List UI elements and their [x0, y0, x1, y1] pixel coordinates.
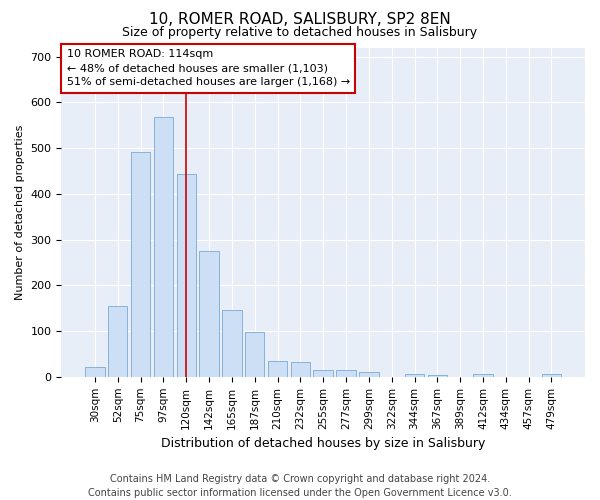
Bar — [268, 361, 287, 377]
Bar — [542, 374, 561, 377]
Bar — [199, 251, 219, 377]
Bar — [245, 332, 265, 377]
Text: 10 ROMER ROAD: 114sqm
← 48% of detached houses are smaller (1,103)
51% of semi-d: 10 ROMER ROAD: 114sqm ← 48% of detached … — [67, 49, 350, 87]
Bar — [108, 306, 127, 377]
Bar — [85, 367, 104, 377]
Text: Contains HM Land Registry data © Crown copyright and database right 2024.
Contai: Contains HM Land Registry data © Crown c… — [88, 474, 512, 498]
Text: 10, ROMER ROAD, SALISBURY, SP2 8EN: 10, ROMER ROAD, SALISBURY, SP2 8EN — [149, 12, 451, 28]
Bar — [290, 362, 310, 377]
Bar — [176, 174, 196, 377]
Bar — [359, 372, 379, 377]
Bar — [428, 374, 447, 377]
Bar — [131, 152, 150, 377]
Bar — [222, 310, 242, 377]
Bar — [313, 370, 333, 377]
Text: Size of property relative to detached houses in Salisbury: Size of property relative to detached ho… — [122, 26, 478, 39]
Bar — [473, 374, 493, 377]
Bar — [337, 370, 356, 377]
X-axis label: Distribution of detached houses by size in Salisbury: Distribution of detached houses by size … — [161, 437, 485, 450]
Bar — [405, 374, 424, 377]
Bar — [154, 118, 173, 377]
Y-axis label: Number of detached properties: Number of detached properties — [15, 124, 25, 300]
